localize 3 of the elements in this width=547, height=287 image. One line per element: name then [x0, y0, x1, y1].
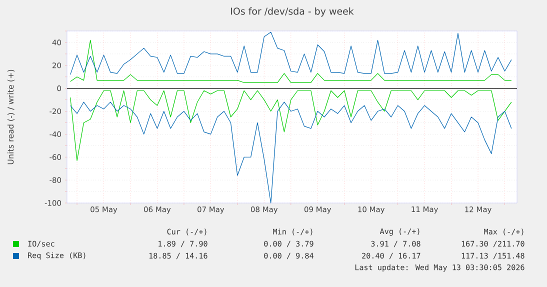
line-series: [70, 32, 512, 75]
line-series: [70, 102, 512, 204]
chart-title: IOs for /dev/sda - by week: [231, 7, 354, 17]
